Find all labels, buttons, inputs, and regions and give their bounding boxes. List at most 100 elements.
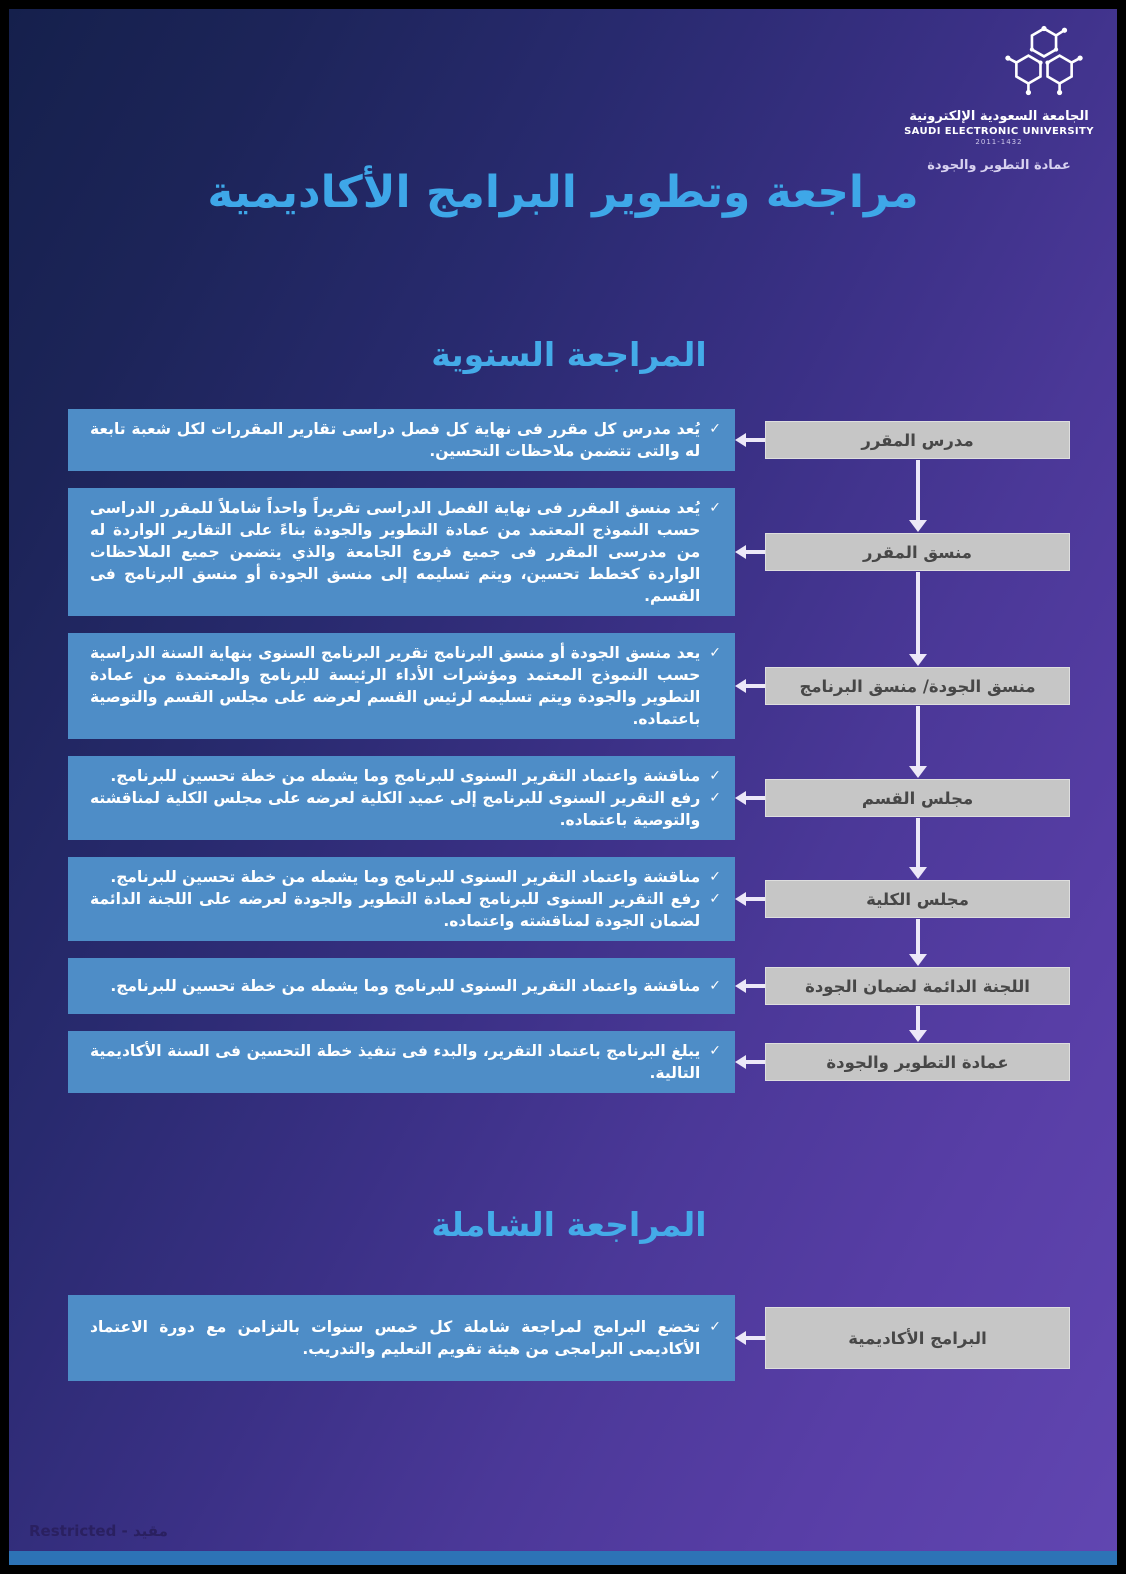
role-box: مجلس الكلية [765,880,1070,918]
arrow-left-icon [735,679,765,693]
arrow-left-head [735,545,746,559]
arrow-left-icon [735,979,765,993]
checkmark-icon: ✓ [709,645,721,661]
note-box: ✓ يعد منسق الجودة أو منسق البرنامج تقرير … [68,633,735,739]
role-box: مدرس المقرر [765,421,1070,459]
arrow-left-head [735,433,746,447]
arrow-down-head [908,520,927,532]
flow-row: ✓ تخضع البرامج لمراجعة شاملة كل خمس سنوات… [68,1295,1070,1381]
flow-row: ✓ يبلغ البرنامج باعتماد التقرير، والبدء ف… [68,1031,1070,1093]
note-text: مناقشة واعتماد التقرير السنوى للبرنامج و… [110,977,701,995]
arrow-left-stem [746,796,765,800]
checkmark-icon: ✓ [709,1043,721,1059]
arrow-down-icon [915,818,920,867]
arrow-down-icon [915,706,920,766]
flow-row: ✓ يُعد منسق المقرر فى نهاية الفصل الدراسى… [68,488,1070,616]
seu-hexagon-network-icon [1005,25,1083,96]
arrow-left-head [735,1055,746,1069]
note-box: ✓ مناقشة واعتماد التقرير السنوى للبرنامج … [68,958,735,1014]
checkmark-icon: ✓ [709,790,721,806]
arrow-down-head [908,954,927,966]
role-box: منسق المقرر [765,533,1070,571]
restricted-label: Restricted - مقيد [29,1522,168,1540]
checkmark-icon: ✓ [709,891,721,907]
arrow-left-stem [746,438,765,442]
flow-content: المراجعة السنوية ✓ يُعد مدرس كل مقرر فى ن… [68,331,1070,1381]
role-box: اللجنة الدائمة لضمان الجودة [765,967,1070,1005]
arrow-left-icon [735,545,765,559]
arrow-left-head [735,979,746,993]
section-rows: ✓ يُعد مدرس كل مقرر فى نهاية كل فصل دراسى… [68,409,1070,1093]
checkmark-icon: ✓ [709,869,721,885]
bottom-bar [9,1551,1117,1565]
arrow-left-head [735,791,746,805]
flow-row: ✓ مناقشة واعتماد التقرير السنوى للبرنامج … [68,756,1070,840]
note-box: ✓ مناقشة واعتماد التقرير السنوى للبرنامج … [68,857,735,941]
arrow-left-icon [735,892,765,906]
note-box: ✓ يبلغ البرنامج باعتماد التقرير، والبدء ف… [68,1031,735,1093]
arrow-left-stem [746,1060,765,1064]
note-item: ✓ يبلغ البرنامج باعتماد التقرير، والبدء ف… [90,1040,721,1084]
note-item: ✓ مناقشة واعتماد التقرير السنوى للبرنامج … [90,975,721,997]
arrow-left-icon [735,433,765,447]
note-item: ✓ يُعد منسق المقرر فى نهاية الفصل الدراسى… [90,497,721,607]
logo-years: 2011-1432 [975,138,1023,146]
note-box: ✓ تخضع البرامج لمراجعة شاملة كل خمس سنوات… [68,1295,735,1381]
flow-row: ✓ مناقشة واعتماد التقرير السنوى للبرنامج … [68,958,1070,1014]
logo-deanship: عمادة التطوير والجودة [927,158,1071,173]
arrow-left-icon [735,791,765,805]
note-item: ✓ يعد منسق الجودة أو منسق البرنامج تقرير … [90,642,721,730]
university-logo: الجامعة السعودية الإلكترونية SAUDI ELECT… [903,23,1095,173]
arrow-left-icon [735,1055,765,1069]
note-text: رفع التقرير السنوى للبرنامج لعمادة التطو… [90,890,701,930]
checkmark-icon: ✓ [709,500,721,516]
flow-section: المراجعة الشاملة ✓ تخضع البرامج لمراجعة ش… [68,1201,1070,1381]
page-title: مراجعة وتطوير البرامج الأكاديمية [207,167,919,218]
note-item: ✓ مناقشة واعتماد التقرير السنوى للبرنامج … [90,765,721,787]
flow-row: ✓ مناقشة واعتماد التقرير السنوى للبرنامج … [68,857,1070,941]
arrow-left-stem [746,684,765,688]
note-item: ✓ يُعد مدرس كل مقرر فى نهاية كل فصل دراسى… [90,418,721,462]
arrow-down-icon [915,919,920,954]
arrow-left-stem [746,897,765,901]
arrow-left-stem [746,550,765,554]
note-text: يُعد مدرس كل مقرر فى نهاية كل فصل دراسى … [90,420,701,460]
checkmark-icon: ✓ [709,421,721,437]
section-heading: المراجعة الشاملة [431,1205,707,1244]
note-text: رفع التقرير السنوى للبرنامج إلى عميد الك… [90,789,701,829]
note-item: ✓ رفع التقرير السنوى للبرنامج إلى عميد ال… [90,787,721,831]
arrow-down-icon [915,572,920,654]
note-text: مناقشة واعتماد التقرير السنوى للبرنامج و… [110,767,701,785]
note-item: ✓ مناقشة واعتماد التقرير السنوى للبرنامج … [90,866,721,888]
logo-name-english: SAUDI ELECTRONIC UNIVERSITY [904,126,1094,137]
note-text: يعد منسق الجودة أو منسق البرنامج تقرير ا… [90,644,701,728]
logo-name-arabic: الجامعة السعودية الإلكترونية [909,109,1089,124]
arrow-left-icon [735,1331,765,1345]
checkmark-icon: ✓ [709,768,721,784]
arrow-down-head [908,867,927,879]
note-item: ✓ رفع التقرير السنوى للبرنامج لعمادة التط… [90,888,721,932]
checkmark-icon: ✓ [709,1319,721,1335]
arrow-down-head [908,1030,927,1042]
note-text: تخضع البرامج لمراجعة شاملة كل خمس سنوات … [90,1318,701,1358]
arrow-down-icon [915,460,920,520]
note-text: يبلغ البرنامج باعتماد التقرير، والبدء فى… [90,1042,701,1082]
arrow-left-stem [746,1336,765,1340]
note-box: ✓ يُعد مدرس كل مقرر فى نهاية كل فصل دراسى… [68,409,735,471]
role-box: عمادة التطوير والجودة [765,1043,1070,1081]
checkmark-icon: ✓ [709,978,721,994]
arrow-left-head [735,679,746,693]
arrow-down-head [908,766,927,778]
role-box: مجلس القسم [765,779,1070,817]
flow-section: المراجعة السنوية ✓ يُعد مدرس كل مقرر فى ن… [68,331,1070,1093]
section-rows: ✓ تخضع البرامج لمراجعة شاملة كل خمس سنوات… [68,1295,1070,1381]
arrow-down-icon [915,1006,920,1030]
note-text: يُعد منسق المقرر فى نهاية الفصل الدراسى … [90,499,701,605]
note-box: ✓ مناقشة واعتماد التقرير السنوى للبرنامج … [68,756,735,840]
arrow-left-head [735,1331,746,1345]
note-text: مناقشة واعتماد التقرير السنوى للبرنامج و… [110,868,701,886]
note-box: ✓ يُعد منسق المقرر فى نهاية الفصل الدراسى… [68,488,735,616]
role-box: البرامج الأكاديمية [765,1307,1070,1369]
role-box: منسق الجودة/ منسق البرنامج [765,667,1070,705]
flow-row: ✓ يعد منسق الجودة أو منسق البرنامج تقرير … [68,633,1070,739]
